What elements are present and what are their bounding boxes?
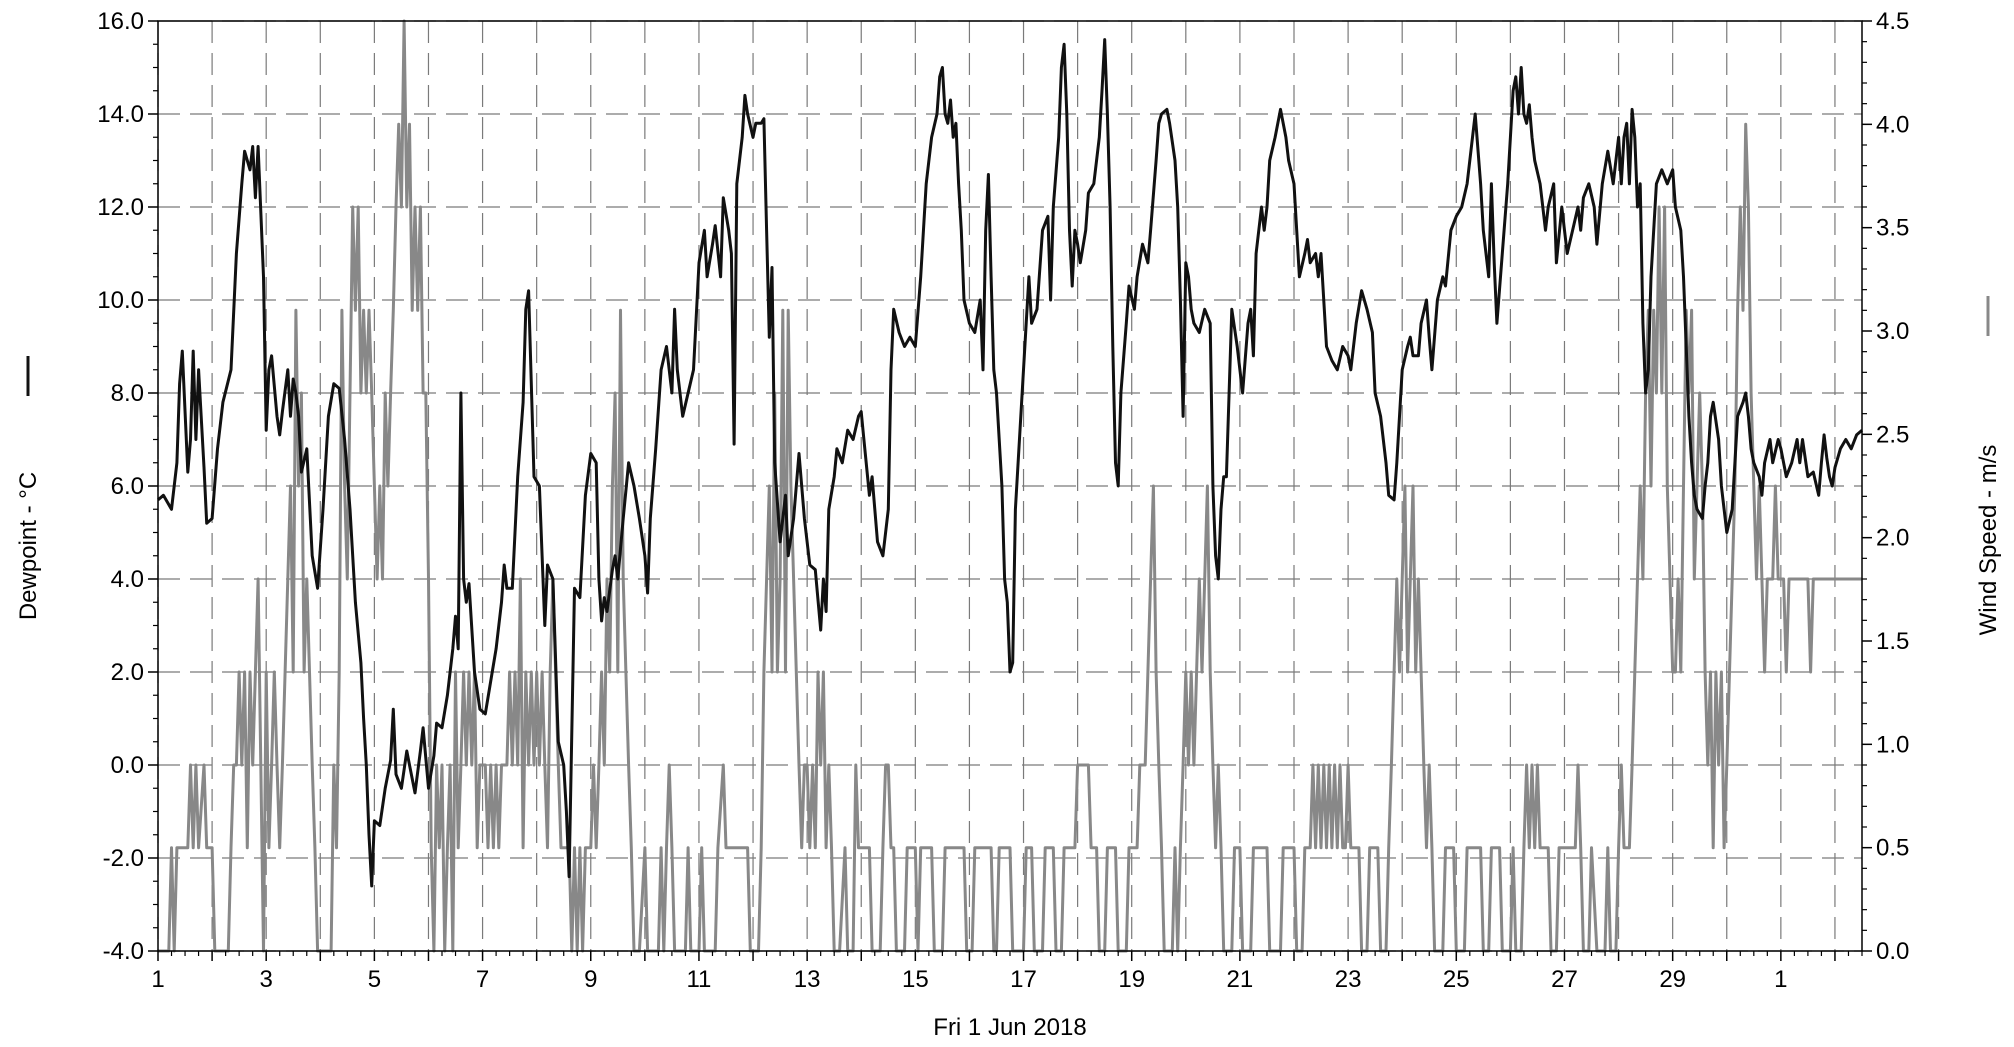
x-tick-label: 19 <box>1118 966 1145 993</box>
x-tick-label: 21 <box>1227 966 1254 993</box>
dewpoint-line <box>157 38 1863 888</box>
left-axis-title: Dewpoint - °C <box>15 472 42 620</box>
left-tick-label: 4.0 <box>111 566 144 593</box>
left-tick-label: 14.0 <box>97 101 144 128</box>
right-tick-label: 4.0 <box>1876 111 1909 138</box>
x-tick-label: 23 <box>1335 966 1362 993</box>
left-tick-label: -4.0 <box>103 938 144 965</box>
wind-speed-line <box>158 19 1862 953</box>
x-tick-label: 17 <box>1010 966 1037 993</box>
left-tick-label: 16.0 <box>97 8 144 35</box>
left-tick-label: 2.0 <box>111 659 144 686</box>
x-tick-label: 15 <box>902 966 929 993</box>
right-tick-label: 4.5 <box>1876 8 1909 35</box>
left-axis-title-group: Dewpoint - °C <box>15 356 42 620</box>
x-tick-label: 25 <box>1443 966 1470 993</box>
right-tick-label: 3.0 <box>1876 318 1909 345</box>
left-tick-label: 10.0 <box>97 287 144 314</box>
left-tick-label: -2.0 <box>103 845 144 872</box>
right-tick-label: 1.0 <box>1876 731 1909 758</box>
right-y-axis: 0.0 0.5 1.0 1.5 2.0 2.5 3.0 3.5 4.0 4.5 <box>1862 8 1909 965</box>
x-tick-label: 9 <box>584 966 597 993</box>
right-tick-label: 2.0 <box>1876 525 1909 552</box>
right-tick-label: 1.5 <box>1876 628 1909 655</box>
right-tick-label: 3.5 <box>1876 215 1909 242</box>
x-tick-label: 13 <box>794 966 821 993</box>
wind-speed-series <box>158 19 1862 953</box>
left-tick-label: 0.0 <box>111 752 144 779</box>
x-tick-label: 11 <box>686 966 711 993</box>
x-tick-label: 1 <box>1774 966 1787 993</box>
right-axis-title-group: Wind Speed - m/s <box>1975 296 2002 635</box>
x-tick-label: 7 <box>476 966 489 993</box>
right-tick-label: 0.0 <box>1876 938 1909 965</box>
x-tick-label: 29 <box>1659 966 1686 993</box>
left-y-axis: -4.0 -2.0 0.0 2.0 4.0 6.0 8.0 10.0 12.0 14.0 16.0 <box>97 8 158 965</box>
dewpoint-series <box>157 38 1863 888</box>
right-axis-title: Wind Speed - m/s <box>1975 445 2002 636</box>
x-tick-label: 3 <box>260 966 273 993</box>
x-tick-label: 1 <box>151 966 164 993</box>
right-tick-label: 0.5 <box>1876 835 1909 862</box>
left-tick-label: 12.0 <box>97 194 144 221</box>
left-tick-label: 8.0 <box>111 380 144 407</box>
x-axis-title: Fri 1 Jun 2018 <box>933 1014 1086 1041</box>
grid <box>157 20 1862 952</box>
x-axis: 1 3 5 7 9 11 13 15 17 19 21 23 25 27 29 1 <box>151 951 1863 993</box>
x-tick-label: 27 <box>1551 966 1578 993</box>
x-tick-label: 5 <box>368 966 381 993</box>
left-tick-label: 6.0 <box>111 473 144 500</box>
right-tick-label: 2.5 <box>1876 421 1909 448</box>
